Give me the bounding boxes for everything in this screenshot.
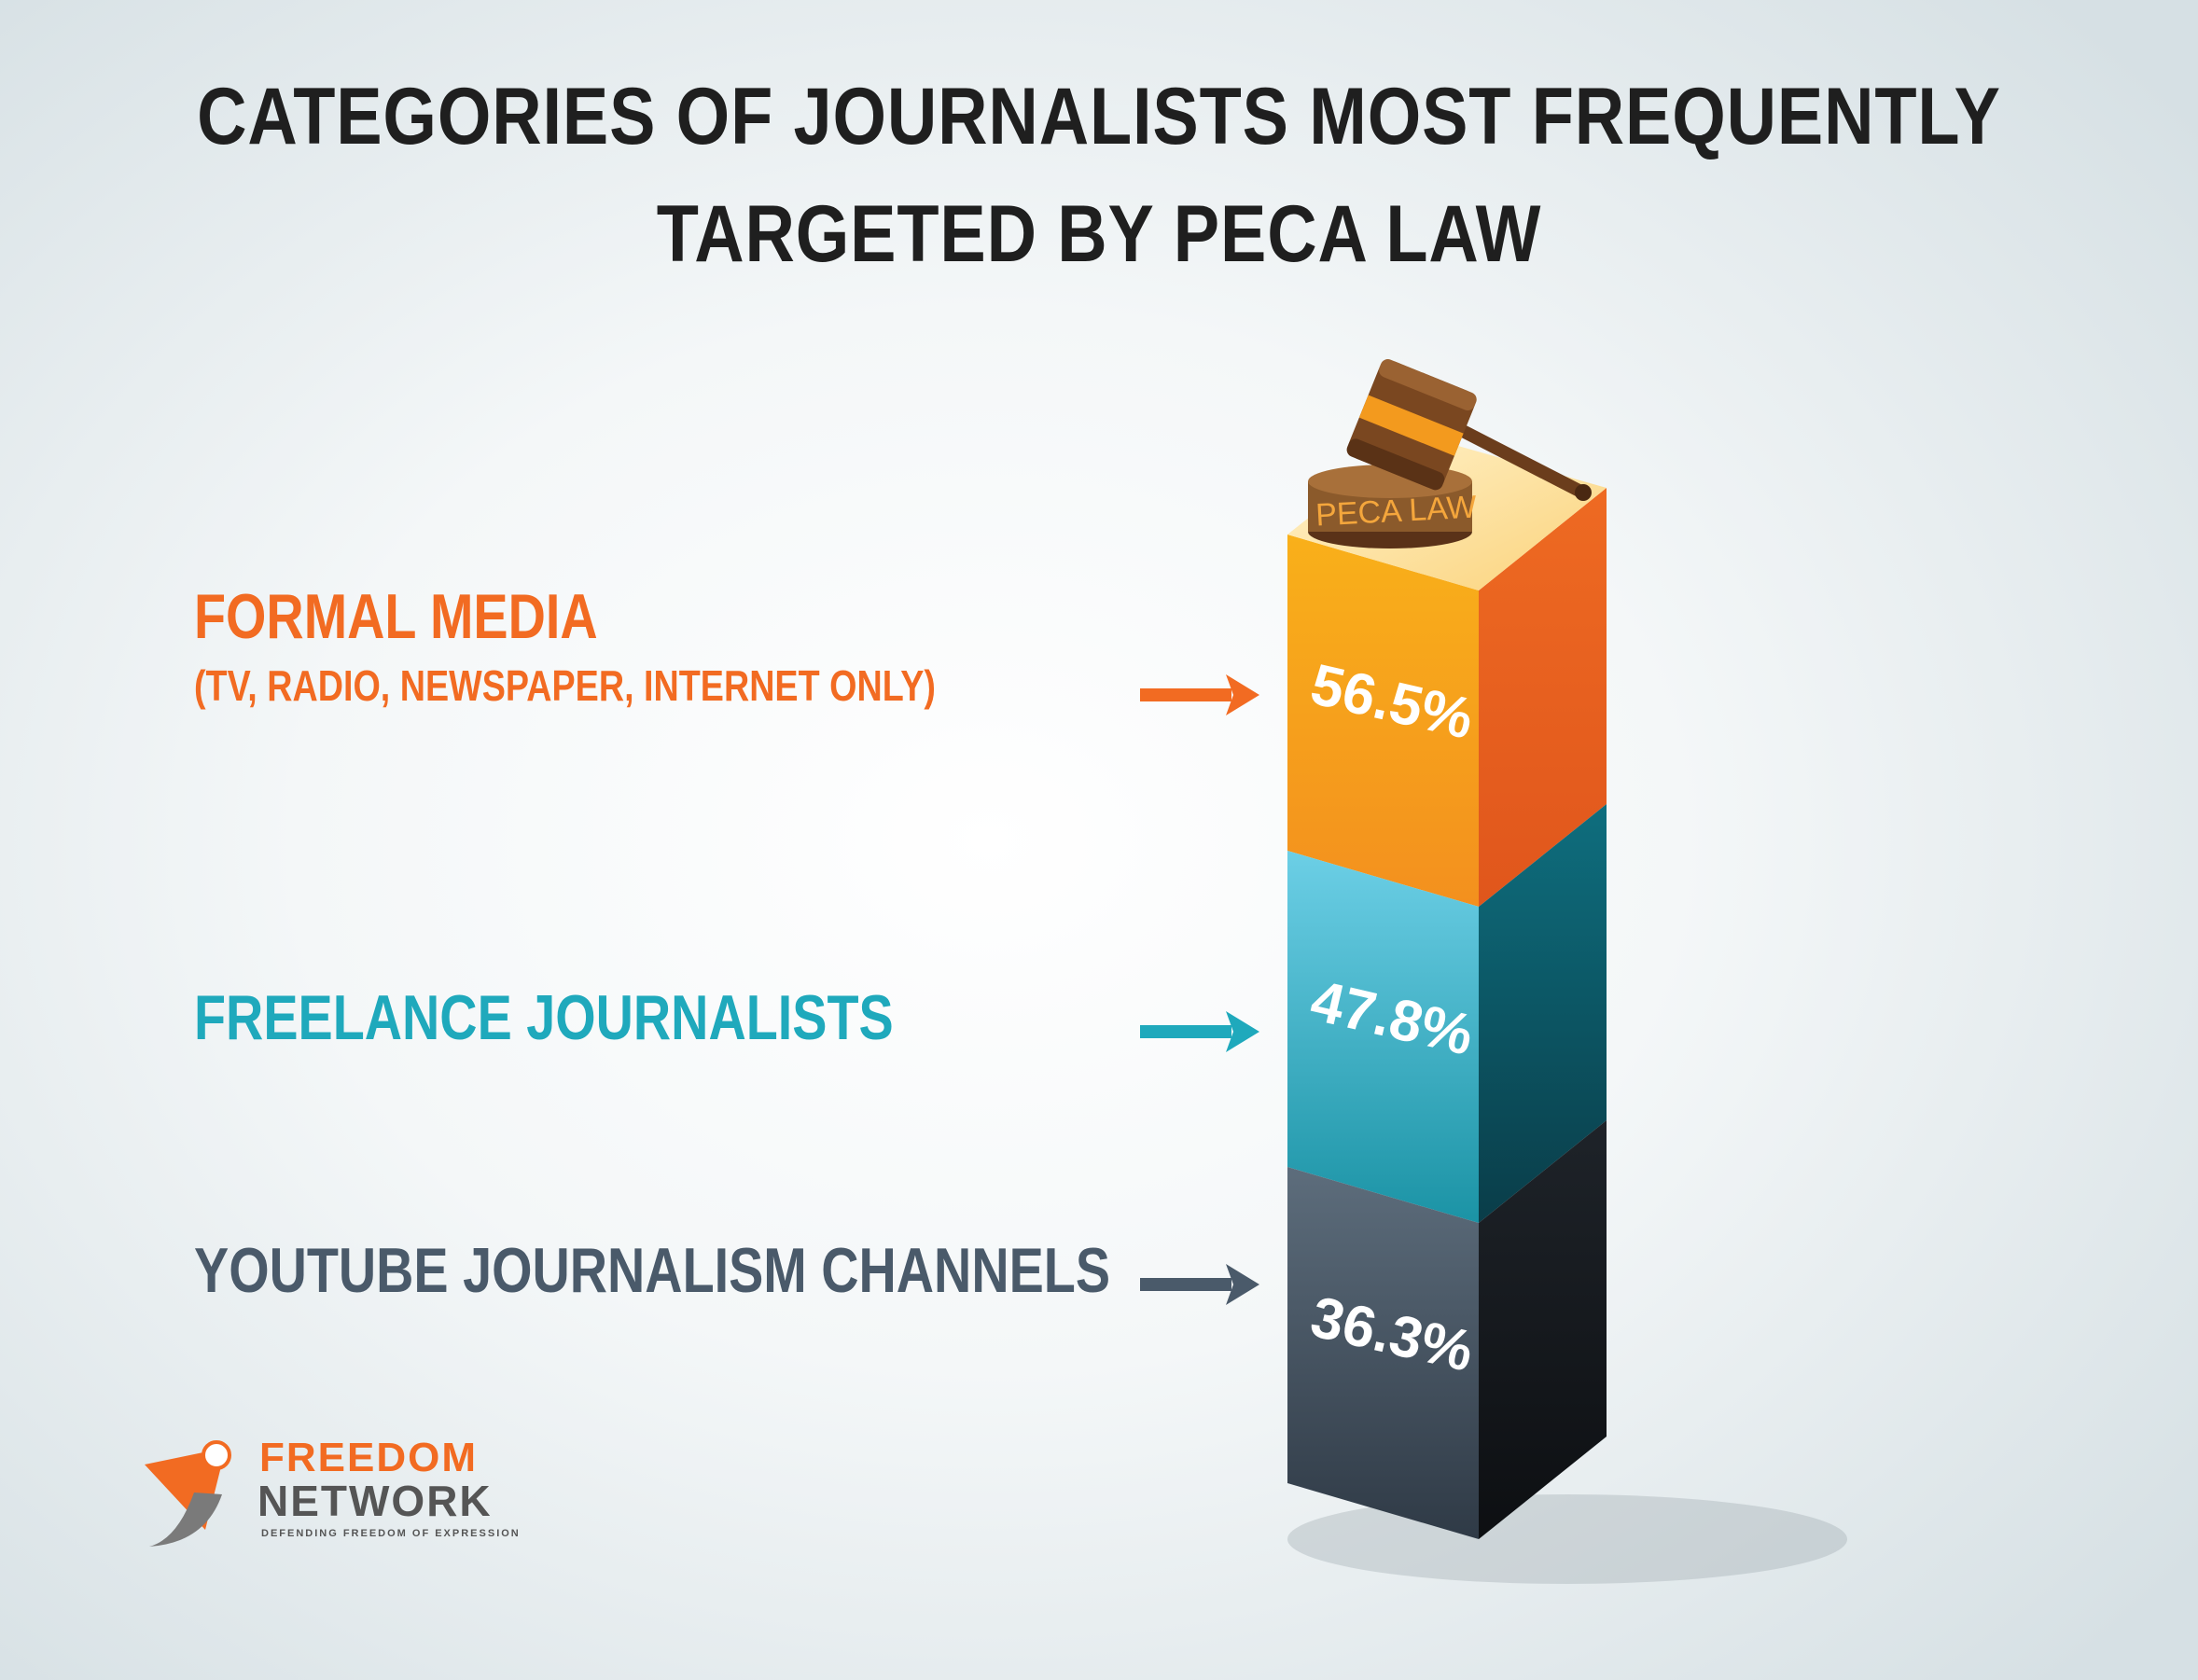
logo-mark-icon (145, 1440, 231, 1547)
arrow-youtube (1140, 1264, 1259, 1305)
category-label-formal-media: FORMAL MEDIA (194, 581, 598, 652)
category-label-freelance: FREELANCE JOURNALISTS (194, 982, 894, 1053)
title-line-2: TARGETED BY PECA LAW (656, 189, 1542, 279)
arrow-freelance (1140, 1011, 1259, 1052)
bar-side-youtube (1479, 1120, 1607, 1539)
bar-front-freelance (1287, 851, 1479, 1223)
logo-line-1: FREEDOM (259, 1435, 478, 1480)
bar-side-freelance (1479, 804, 1607, 1223)
title-line-1: CATEGORIES OF JOURNALISTS MOST FREQUENTL… (197, 72, 2001, 161)
category-note-formal-media: (TV, RADIO, NEWSPAPER, INTERNET ONLY) (194, 661, 937, 710)
gavel-icon: PECA LAW (1308, 359, 1592, 548)
bar-front-formal-media (1287, 535, 1479, 907)
gavel-base-label: PECA LAW (1315, 490, 1477, 534)
chart-title: CATEGORIES OF JOURNALISTS MOST FREQUENTL… (154, 58, 2044, 293)
category-label-youtube: YOUTUBE JOURNALISM CHANNELS (194, 1235, 1111, 1306)
bar-side-formal-media (1479, 488, 1607, 907)
bar-front-youtube (1287, 1167, 1479, 1539)
freedom-network-logo: FREEDOM NETWORK DEFENDING FREEDOM OF EXP… (140, 1427, 550, 1558)
arrow-formal-media (1140, 674, 1259, 715)
logo-line-2: NETWORK (257, 1477, 493, 1525)
column-shadow (1287, 1494, 1847, 1584)
logo-tagline: DEFENDING FREEDOM OF EXPRESSION (261, 1528, 521, 1539)
